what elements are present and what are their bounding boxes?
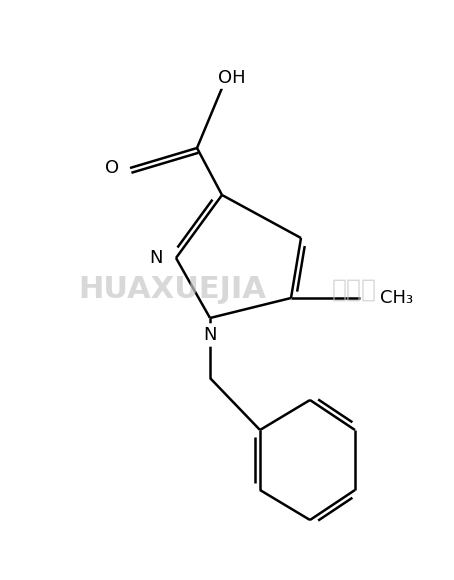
Text: N: N (203, 326, 217, 344)
Text: N: N (149, 249, 163, 267)
Text: HUAXUEJIA: HUAXUEJIA (79, 276, 266, 304)
Text: CH₃: CH₃ (380, 289, 413, 307)
Text: O: O (105, 159, 119, 177)
Text: 化学加: 化学加 (331, 278, 377, 302)
Text: OH: OH (218, 69, 246, 87)
